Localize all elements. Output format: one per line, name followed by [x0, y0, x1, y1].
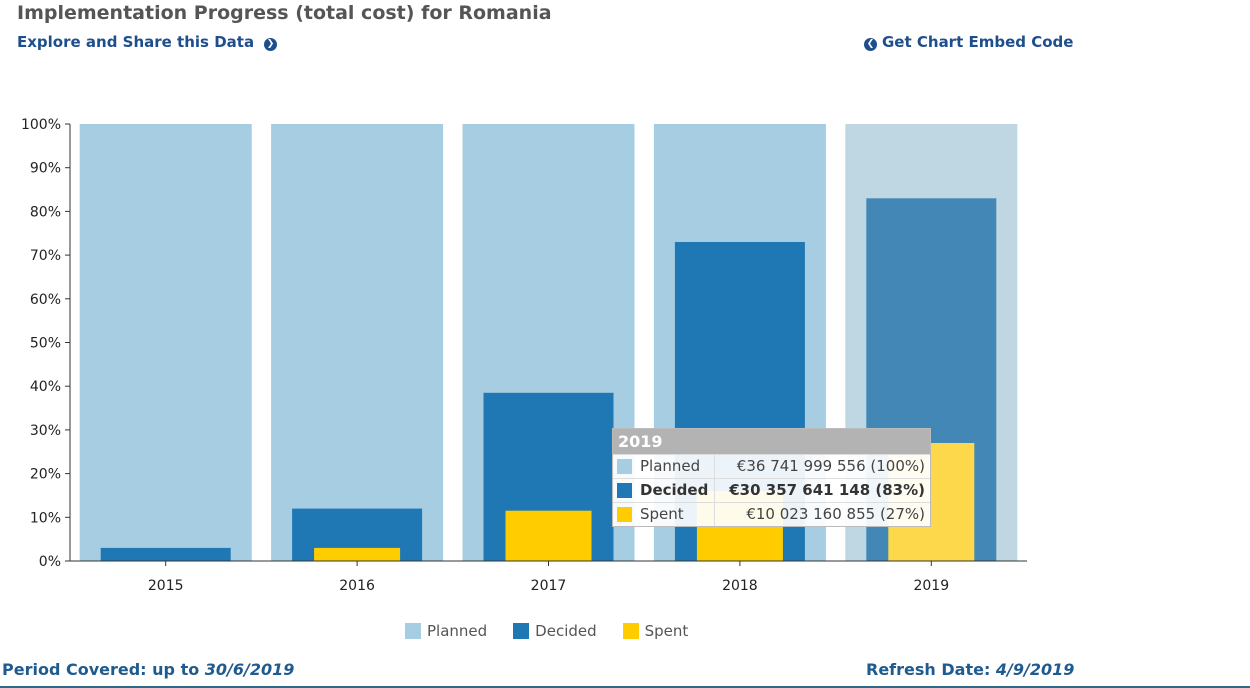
tooltip-pct-planned: (100%)	[870, 457, 925, 475]
explore-share-link[interactable]: Explore and Share this Data ❯	[17, 33, 278, 51]
legend-item-spent[interactable]: Spent	[622, 622, 689, 640]
chart-tooltip: 2019 Planned €36 741 999 556 (100%) Deci…	[612, 428, 931, 527]
tooltip-value-decided: €30 357 641 148	[729, 481, 871, 499]
refresh-value: 4/9/2019	[995, 660, 1075, 679]
chart-embed-link[interactable]: ❮ Get Chart Embed Code	[864, 33, 1073, 51]
y-tick-label-8: 80%	[30, 204, 61, 220]
y-tick-label-9: 90%	[30, 161, 61, 177]
legend-swatch-planned	[405, 623, 421, 639]
tooltip-row-spent: Spent €10 023 160 855 (27%)	[613, 502, 930, 526]
y-tick-label-0: 0%	[39, 554, 61, 570]
y-tick-label-5: 50%	[30, 336, 61, 352]
legend-swatch-decided	[513, 623, 530, 639]
y-tick-label-10: 100%	[21, 117, 61, 133]
legend-label-planned: Planned	[427, 622, 488, 640]
y-tick-label-1: 10%	[30, 510, 61, 526]
bar-spent-2017[interactable]	[505, 510, 592, 561]
tooltip-swatch-spent	[617, 507, 632, 522]
y-tick-label-7: 70%	[30, 248, 61, 264]
bar-spent-2016[interactable]	[314, 547, 401, 561]
legend-label-spent: Spent	[644, 622, 689, 640]
bar-planned-2016[interactable]	[271, 124, 444, 561]
tooltip-name-decided: Decided	[640, 479, 715, 502]
y-tick-label-3: 30%	[30, 423, 61, 439]
tooltip-pct-decided: (83%)	[875, 481, 925, 499]
bars-layer	[79, 124, 1018, 562]
y-tick-label-4: 40%	[30, 379, 61, 395]
x-tick-label-2016: 2016	[339, 578, 375, 594]
refresh-label: Refresh Date:	[866, 660, 991, 679]
tooltip-value-planned: €36 741 999 556	[736, 457, 866, 475]
chart-embed-label: Get Chart Embed Code	[882, 33, 1074, 51]
legend-item-planned[interactable]: Planned	[405, 622, 487, 640]
tooltip-name-planned: Planned	[640, 455, 715, 478]
bottom-divider	[0, 686, 1250, 688]
refresh-date: Refresh Date: 4/9/2019	[866, 660, 1074, 679]
x-tick-label-2017: 2017	[531, 578, 567, 594]
x-tick-label-2019: 2019	[913, 578, 949, 594]
x-tick-label-2015: 2015	[148, 578, 184, 594]
explore-share-label: Explore and Share this Data	[17, 33, 255, 51]
chart-legend: Planned Decided Spent	[405, 622, 688, 640]
x-tick-label-2018: 2018	[722, 578, 758, 594]
legend-item-decided[interactable]: Decided	[513, 622, 597, 640]
axes-layer: 2015 2016 2017 2018 2019 0% 10% 20% 30% 40% 50% 60%…	[21, 117, 1027, 594]
legend-swatch-spent	[622, 623, 639, 639]
bar-planned-2015[interactable]	[79, 124, 252, 561]
tooltip-row-planned: Planned €36 741 999 556 (100%)	[613, 454, 930, 478]
tooltip-value-spent: €10 023 160 855	[746, 505, 876, 523]
chevron-left-circle-icon: ❮	[864, 38, 877, 51]
page-title: Implementation Progress (total cost) for…	[17, 2, 552, 24]
tooltip-pct-spent: (27%)	[879, 505, 925, 523]
y-tick-label-2: 20%	[30, 467, 61, 483]
y-tick-label-6: 60%	[30, 292, 61, 308]
tooltip-row-decided: Decided €30 357 641 148 (83%)	[613, 478, 930, 502]
chevron-right-circle-icon: ❯	[264, 38, 278, 51]
period-value: 30/6/2019	[204, 660, 295, 679]
legend-label-decided: Decided	[535, 622, 597, 640]
period-covered: Period Covered: up to 30/6/2019	[2, 660, 294, 679]
tooltip-name-spent: Spent	[640, 503, 715, 526]
period-label: Period Covered: up to	[2, 660, 200, 679]
tooltip-title: 2019	[613, 429, 930, 454]
tooltip-swatch-decided	[617, 483, 632, 498]
bar-decided-2015[interactable]	[100, 547, 231, 561]
tooltip-swatch-planned	[617, 459, 632, 474]
